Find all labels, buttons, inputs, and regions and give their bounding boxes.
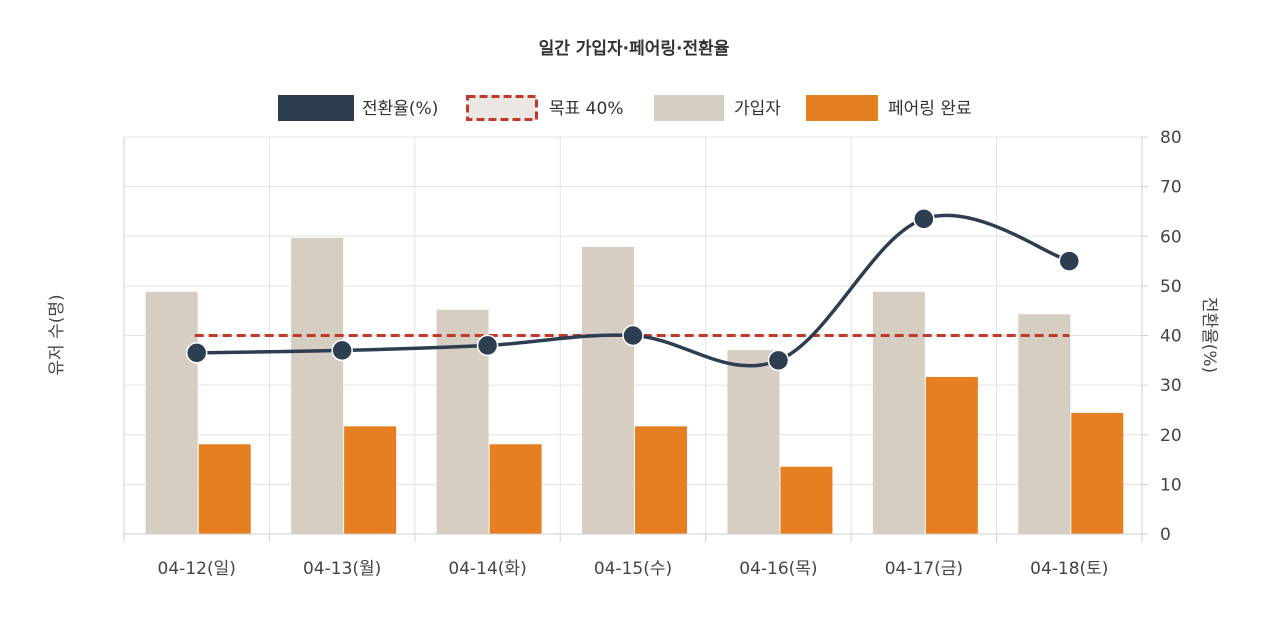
- bar-signups[interactable]: [727, 350, 780, 534]
- bar-signups[interactable]: [582, 246, 634, 534]
- y-axis-title: 유저 수(명): [47, 294, 67, 375]
- conversion-point[interactable]: [767, 349, 790, 372]
- x-tick-label: 04-16(목): [739, 559, 817, 579]
- legend-swatch: [278, 95, 354, 121]
- legend-swatch: [806, 95, 878, 121]
- bar-signups[interactable]: [872, 291, 925, 534]
- legend-label: 페어링 완료: [888, 99, 972, 119]
- conversion-point[interactable]: [622, 324, 644, 347]
- bar-paired[interactable]: [489, 444, 542, 534]
- conversion-point[interactable]: [185, 342, 208, 364]
- lines: [185, 208, 1081, 372]
- x-tick-label: 04-14(화): [448, 559, 526, 579]
- legend-item[interactable]: 페어링 완료: [806, 95, 972, 121]
- bar-signups[interactable]: [1018, 314, 1071, 534]
- bar-paired[interactable]: [635, 426, 687, 534]
- legend-item[interactable]: 목표 40%: [466, 95, 624, 121]
- x-tick-label: 04-18(토): [1030, 559, 1108, 579]
- conversion-point[interactable]: [331, 339, 353, 362]
- chart-title: 일간 가입자·페어링·전환율: [539, 39, 730, 59]
- y2-tick-label: 30: [1160, 376, 1182, 396]
- y2-tick-label: 20: [1160, 426, 1182, 446]
- y2-tick-label: 50: [1160, 277, 1182, 297]
- bar-signups[interactable]: [145, 291, 198, 534]
- bar-paired[interactable]: [344, 426, 397, 534]
- legend-swatch: [466, 95, 538, 121]
- conversion-point[interactable]: [913, 208, 935, 230]
- x-tick-label: 04-13(월): [303, 559, 381, 579]
- x-tick-label: 04-17(금): [885, 559, 963, 579]
- legend-label: 가입자: [734, 99, 781, 119]
- x-tick-label: 04-15(수): [594, 559, 672, 579]
- y2-tick-label: 10: [1160, 475, 1182, 495]
- y2-axis-title: 전환율(%): [1199, 297, 1219, 373]
- y2-tick-label: 80: [1160, 128, 1182, 148]
- bar-paired[interactable]: [780, 466, 833, 534]
- y2-tick-label: 40: [1160, 327, 1182, 347]
- legend-item[interactable]: 전환율(%): [278, 95, 438, 121]
- legend-item[interactable]: 가입자: [654, 95, 781, 121]
- y2-tick-label: 60: [1160, 227, 1182, 247]
- y2-tick-label: 0: [1160, 525, 1171, 545]
- axes: 0 10 20 30 40 50 60 70 80 04-12(일) 04-13(월) 04-14(화…: [123, 128, 1182, 579]
- bar-paired[interactable]: [198, 444, 251, 534]
- legend: 전환율(%) 목표 40% 가입자 페어링 완료: [278, 95, 972, 121]
- legend-swatch: [654, 95, 724, 121]
- x-tick-label: 04-12(일): [158, 559, 236, 579]
- bar-paired[interactable]: [1071, 412, 1124, 534]
- bar-signups[interactable]: [291, 237, 344, 535]
- conversion-point[interactable]: [476, 334, 499, 357]
- bars: [145, 237, 1124, 535]
- legend-label: 전환율(%): [362, 99, 438, 119]
- bar-paired[interactable]: [925, 376, 978, 534]
- y2-tick-label: 70: [1160, 178, 1182, 198]
- conversion-point[interactable]: [1058, 250, 1081, 272]
- legend-label: 목표 40%: [549, 99, 623, 119]
